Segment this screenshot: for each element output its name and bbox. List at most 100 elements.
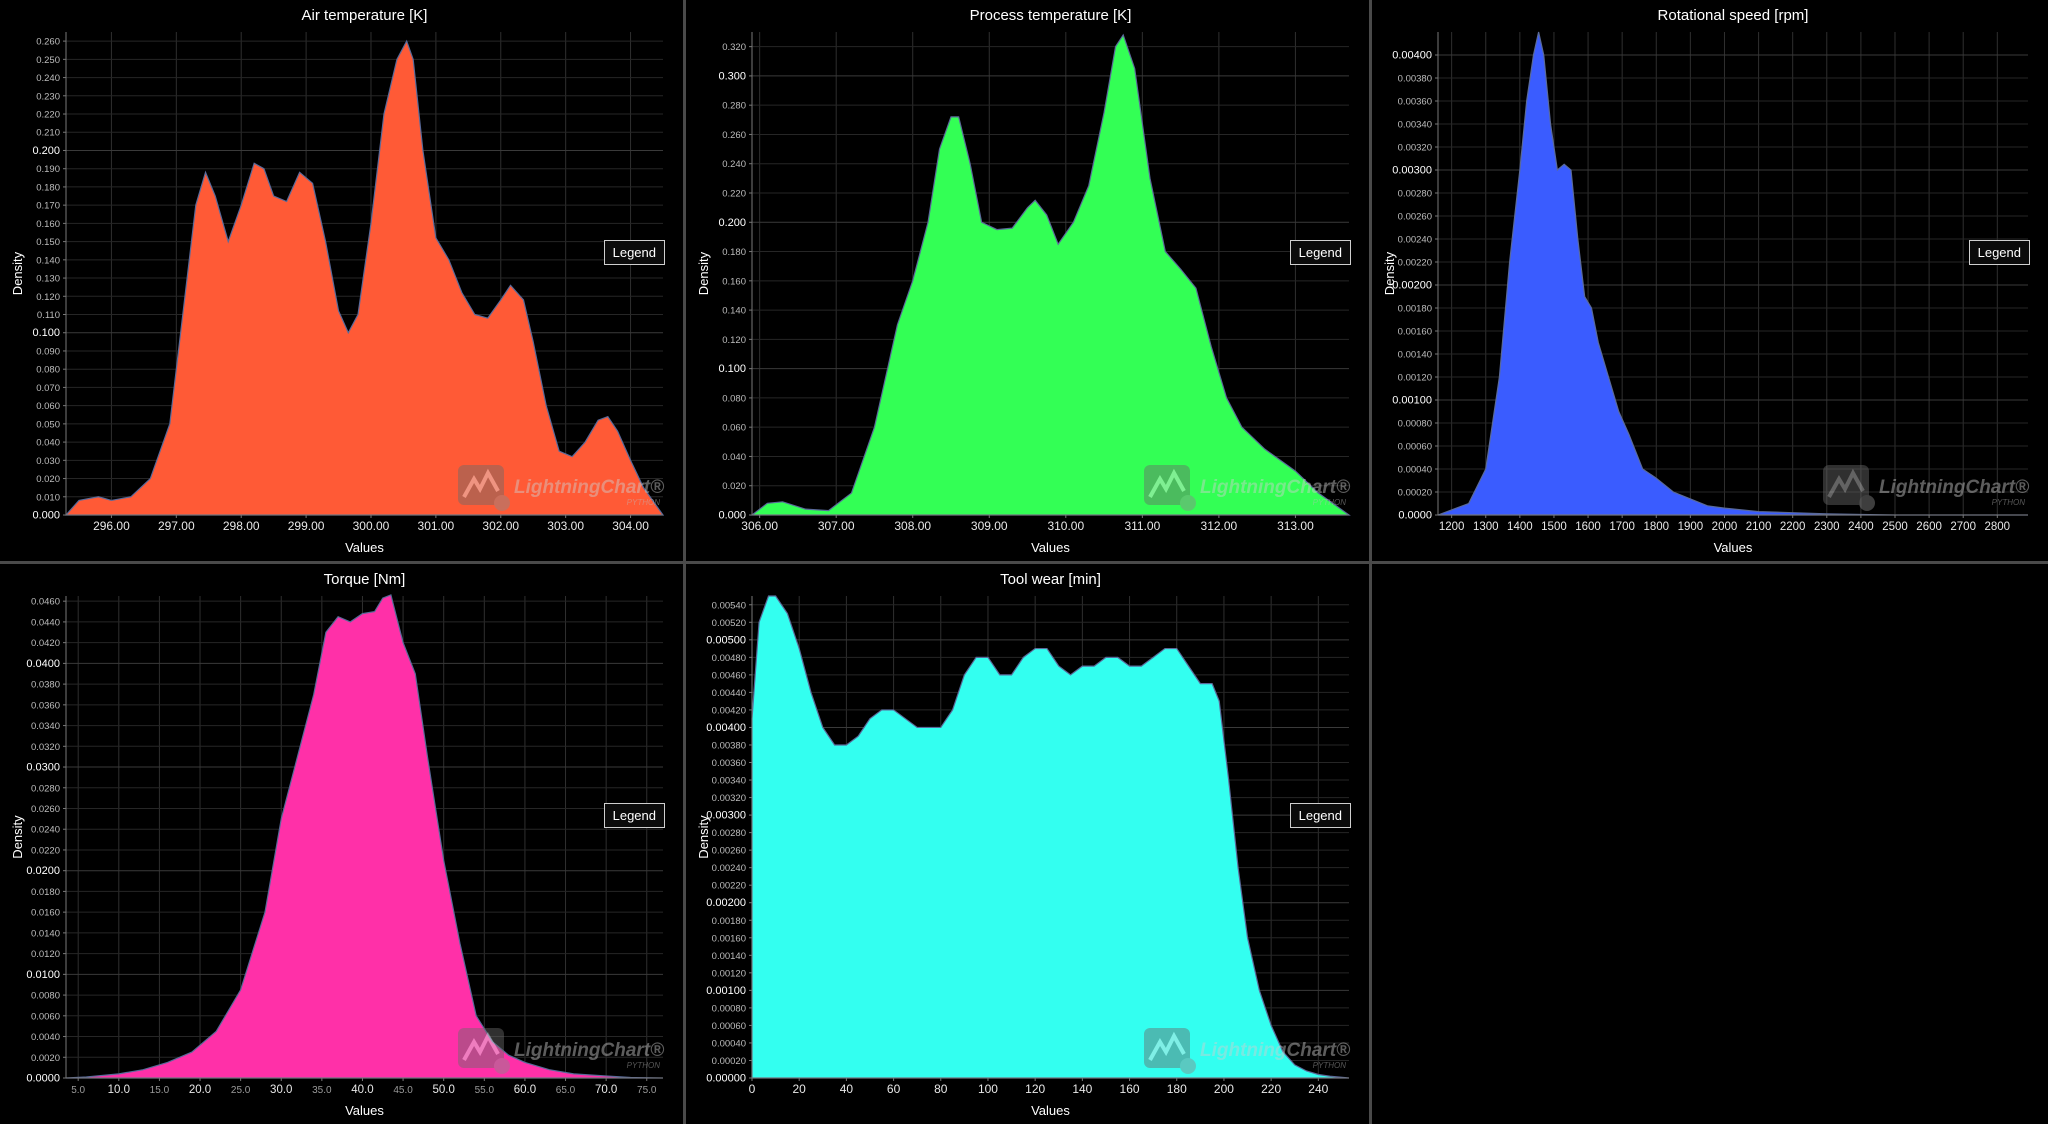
legend-button[interactable]: Legend xyxy=(1968,240,2030,265)
y-tick-label: 0.0160 xyxy=(31,908,60,919)
y-tick-label: 0.00020 xyxy=(1398,488,1432,499)
chart-title: Process temperature [K] xyxy=(970,7,1132,24)
y-tick-label: 0.0180 xyxy=(31,887,60,898)
watermark-zigzag-icon xyxy=(1148,1031,1186,1061)
chart-title: Air temperature [K] xyxy=(302,7,428,24)
y-tick-label: 0.110 xyxy=(37,310,60,321)
y-tick-label: 0.00220 xyxy=(712,881,746,892)
y-tick-label: 0.00320 xyxy=(712,793,746,804)
y-tick-label: 0.060 xyxy=(36,401,60,412)
y-tick-label: 0.00480 xyxy=(712,653,746,664)
x-tick-label: 296.00 xyxy=(93,519,130,533)
y-tick-label: 0.0220 xyxy=(31,845,60,856)
y-tick-label: 0.0420 xyxy=(31,638,60,649)
legend-button[interactable]: Legend xyxy=(1289,240,1351,265)
x-tick-label: 20 xyxy=(793,1082,807,1096)
y-tick-label: 0.00060 xyxy=(1398,442,1432,453)
density-chart: 0.000 0.010 0.020 0.030 0.040 0.050 0.060 0.070… xyxy=(10,7,665,555)
y-tick-label: 0.030 xyxy=(36,456,60,467)
x-tick-label: 10.0 xyxy=(108,1084,130,1096)
y-axis-label: Density xyxy=(10,251,25,295)
y-tick-label: 0.020 xyxy=(36,474,60,485)
y-tick-label: 0.0200 xyxy=(26,865,60,877)
x-tick-label: 100 xyxy=(978,1082,998,1096)
x-tick-label: 80 xyxy=(934,1082,948,1096)
x-tick-label: 1400 xyxy=(1507,521,1533,533)
x-tick-label: 15.0 xyxy=(150,1085,170,1096)
x-tick-label: 1800 xyxy=(1643,521,1669,533)
density-area xyxy=(750,33,1351,516)
y-tick-label: 0.00380 xyxy=(1398,74,1432,85)
legend-button[interactable]: Legend xyxy=(603,803,665,828)
y-tick-label: 0.0000 xyxy=(26,1073,60,1085)
y-tick-label: 0.0300 xyxy=(26,762,60,774)
x-tick-label: 301.00 xyxy=(418,519,455,533)
y-tick-label: 0.00360 xyxy=(712,758,746,769)
y-tick-label: 0.00020 xyxy=(712,1056,746,1067)
y-tick-label: 0.00120 xyxy=(1398,373,1432,384)
x-axis-label: Values xyxy=(1714,540,1753,555)
y-tick-label: 0.070 xyxy=(36,383,60,394)
x-tick-label: 2000 xyxy=(1712,521,1738,533)
legend-button[interactable]: Legend xyxy=(1289,803,1351,828)
watermark-logo-icon xyxy=(458,465,504,505)
x-tick-label: 300.00 xyxy=(353,519,390,533)
y-tick-label: 0.00260 xyxy=(712,846,746,857)
y-tick-label: 0.200 xyxy=(32,145,60,157)
watermark: LightningChart®PYTHON xyxy=(458,465,664,511)
y-tick-label: 0.00280 xyxy=(1398,189,1432,200)
y-tick-label: 0.150 xyxy=(36,237,60,248)
x-tick-label: 220 xyxy=(1261,1082,1281,1096)
x-tick-label: 1500 xyxy=(1541,521,1567,533)
watermark-badge-icon xyxy=(494,495,510,511)
y-tick-label: 0.020 xyxy=(722,481,746,492)
y-tick-label: 0.040 xyxy=(722,452,746,463)
y-tick-label: 0.200 xyxy=(718,217,746,229)
y-tick-label: 0.170 xyxy=(36,201,60,212)
y-tick-label: 0.230 xyxy=(36,91,60,102)
density-chart: 0.0000 0.00020 0.00040 0.00060 0.00080 0.0010… xyxy=(1382,7,2029,555)
y-tick-label: 0.00360 xyxy=(1398,97,1432,108)
y-tick-label: 0.00320 xyxy=(1398,143,1432,154)
y-tick-label: 0.00100 xyxy=(1392,395,1432,407)
y-tick-label: 0.240 xyxy=(36,73,60,84)
y-tick-label: 0.080 xyxy=(722,393,746,404)
x-tick-label: 304.00 xyxy=(612,519,649,533)
x-tick-label: 5.0 xyxy=(71,1085,85,1096)
watermark-brand: LightningChart® xyxy=(514,477,664,498)
x-axis-label: Values xyxy=(345,540,384,555)
x-tick-label: 311.00 xyxy=(1124,519,1160,533)
watermark: LightningChart®PYTHON xyxy=(1144,1028,1350,1074)
density-chart: 0.00000 0.00020 0.00040 0.00060 0.00080 0.001… xyxy=(696,571,1350,1118)
x-tick-label: 45.0 xyxy=(393,1085,413,1096)
chart-panel: 0.000 0.010 0.020 0.030 0.040 0.050 0.060 0.070… xyxy=(0,0,683,561)
y-tick-label: 0.00200 xyxy=(1392,280,1432,292)
y-tick-label: 0.0120 xyxy=(31,949,60,960)
y-tick-label: 0.320 xyxy=(722,42,746,53)
y-tick-label: 0.0140 xyxy=(31,928,60,939)
y-tick-label: 0.00400 xyxy=(706,722,746,734)
y-tick-label: 0.0440 xyxy=(31,617,60,628)
y-tick-label: 0.260 xyxy=(36,37,60,48)
watermark: LightningChart®PYTHON xyxy=(1823,465,2029,511)
x-axis-label: Values xyxy=(1031,1103,1070,1118)
grid xyxy=(1438,32,2028,516)
chart-panel: 0.0000 0.0020 0.0040 0.0060 0.0080 0.0100 0.01… xyxy=(0,564,683,1124)
y-tick-label: 0.00520 xyxy=(712,618,746,629)
y-tick-label: 0.220 xyxy=(36,110,60,121)
y-tick-label: 0.190 xyxy=(36,164,60,175)
x-tick-label: 200 xyxy=(1214,1082,1234,1096)
watermark-logo-icon xyxy=(1144,1028,1190,1068)
density-area xyxy=(65,594,664,1079)
y-tick-label: 0.0400 xyxy=(26,658,60,670)
y-tick-label: 0.180 xyxy=(722,247,746,258)
y-tick-label: 0.00420 xyxy=(712,705,746,716)
watermark-badge-icon xyxy=(1859,495,1875,511)
y-tick-label: 0.00040 xyxy=(1398,465,1432,476)
x-tick-label: 2600 xyxy=(1916,521,1942,533)
chart-panel: 0.000 0.020 0.040 0.060 0.080 0.100 0.120 0.140… xyxy=(686,0,1369,561)
legend-button[interactable]: Legend xyxy=(603,240,665,265)
density-area xyxy=(751,595,1350,1079)
y-tick-label: 0.090 xyxy=(36,346,60,357)
watermark: LightningChart®PYTHON xyxy=(1144,465,1350,511)
